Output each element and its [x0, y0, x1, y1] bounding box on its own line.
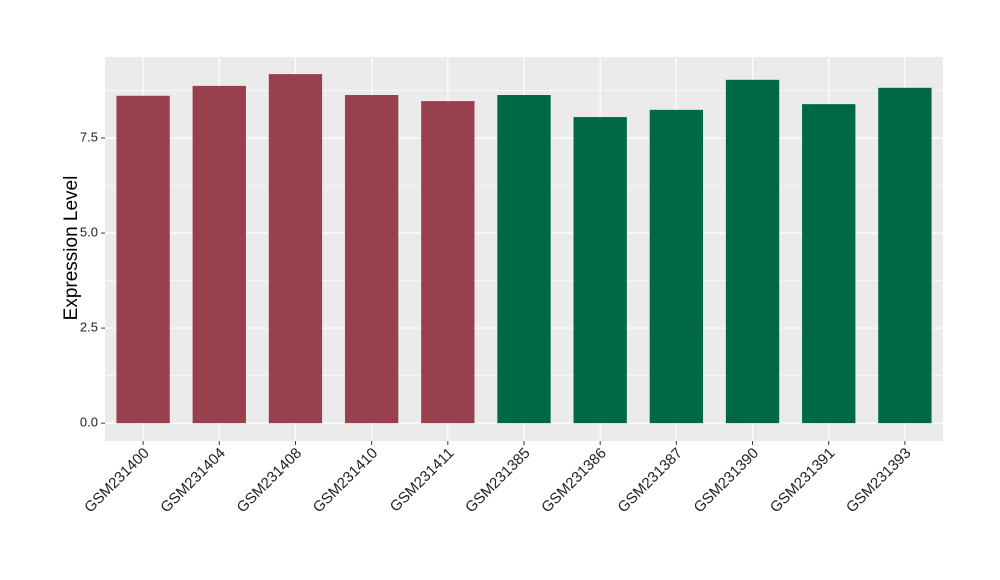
- x-tick-label: GSM231393: [843, 445, 915, 517]
- bar: [649, 109, 704, 424]
- x-tick-label: GSM231404: [157, 445, 229, 517]
- bar: [725, 79, 780, 424]
- x-tick-label: GSM231386: [538, 445, 610, 517]
- bar: [192, 85, 246, 424]
- y-tick-label: 5.0: [80, 224, 98, 239]
- bar: [116, 95, 170, 424]
- y-tick-label: 7.5: [80, 129, 98, 144]
- bar: [344, 95, 399, 424]
- x-tick-label: GSM231387: [614, 445, 686, 517]
- x-tick-label: GSM231400: [81, 445, 153, 517]
- x-tick-label: GSM231411: [387, 445, 458, 516]
- bar: [421, 101, 475, 424]
- bar: [268, 74, 323, 424]
- x-tick-label: GSM231385: [462, 445, 534, 517]
- y-axis-title: Expression Level: [61, 176, 82, 321]
- bar: [497, 95, 551, 424]
- y-tick-label: 0.0: [80, 415, 98, 430]
- x-tick-label: GSM231408: [234, 445, 306, 517]
- bar: [573, 117, 627, 424]
- y-tick-label: 2.5: [80, 320, 98, 335]
- x-tick-label: GSM231390: [691, 445, 763, 517]
- bar: [878, 87, 932, 424]
- x-tick-label: GSM231410: [310, 445, 382, 517]
- bar: [802, 104, 856, 424]
- x-tick-label: GSM231391: [767, 445, 839, 517]
